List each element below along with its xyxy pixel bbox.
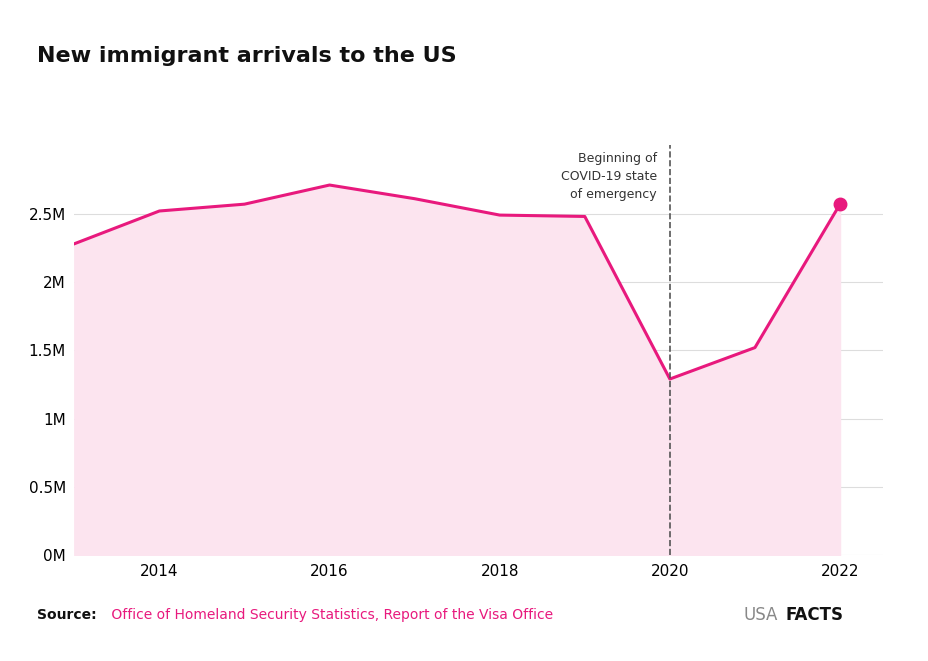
Text: Office of Homeland Security Statistics, Report of the Visa Office: Office of Homeland Security Statistics, … bbox=[107, 607, 552, 622]
Text: Beginning of
COVID-19 state
of emergency: Beginning of COVID-19 state of emergency bbox=[561, 152, 656, 201]
Text: New immigrant arrivals to the US: New immigrant arrivals to the US bbox=[37, 46, 457, 66]
Text: USA: USA bbox=[742, 605, 777, 624]
Text: FACTS: FACTS bbox=[784, 605, 842, 624]
Text: Source:: Source: bbox=[37, 607, 97, 622]
